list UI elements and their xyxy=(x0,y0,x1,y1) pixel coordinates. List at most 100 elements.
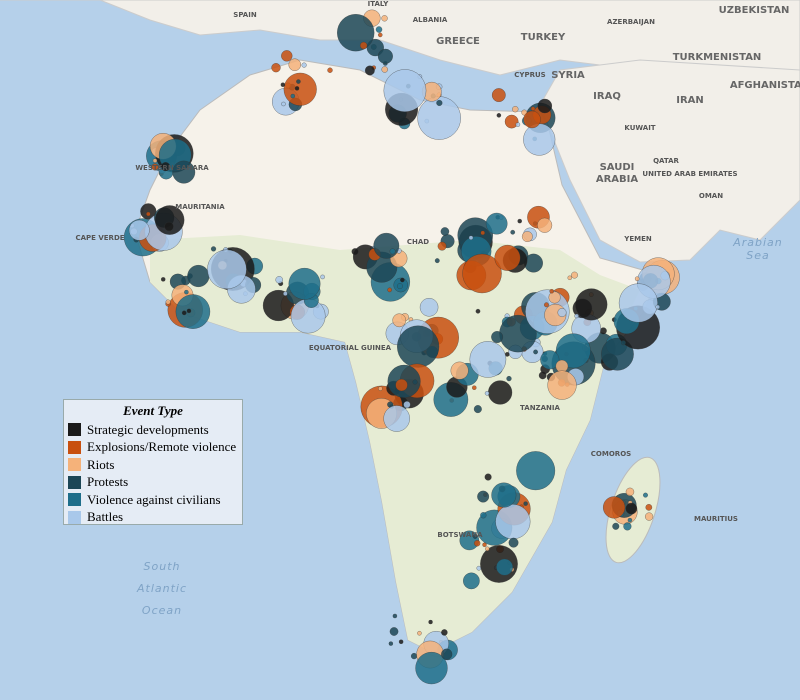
event-bubble xyxy=(283,72,317,106)
event-bubble xyxy=(523,123,556,156)
event-bubble xyxy=(530,106,536,111)
place-label: YEMEN xyxy=(623,235,652,243)
event-bubble xyxy=(491,482,517,508)
event-bubble xyxy=(397,325,440,368)
place-label: MAURITANIA xyxy=(175,203,225,211)
event-bubble xyxy=(473,405,482,414)
event-bubble xyxy=(516,451,556,491)
place-label: WESTERN SAHARA xyxy=(135,164,209,172)
legend-item: Riots xyxy=(64,456,242,474)
event-bubble xyxy=(381,66,388,73)
legend-item: Violence against civilians xyxy=(64,491,242,509)
event-bubble xyxy=(484,391,490,396)
event-bubble xyxy=(601,337,634,371)
event-bubble xyxy=(359,41,368,50)
event-bubble xyxy=(599,327,607,335)
event-bubble xyxy=(301,62,307,68)
event-bubble xyxy=(441,648,453,660)
event-bubble xyxy=(410,653,418,660)
place-label: CYPRUS xyxy=(514,71,545,79)
place-label: CHAD xyxy=(407,238,429,246)
event-bubble xyxy=(540,350,560,370)
place-label: MAURITIUS xyxy=(694,515,738,523)
event-bubble xyxy=(320,274,325,280)
event-bubble xyxy=(537,217,553,233)
event-bubble xyxy=(524,253,543,273)
event-bubble xyxy=(381,15,388,22)
event-bubble xyxy=(337,14,375,52)
event-bubble xyxy=(491,331,504,343)
event-bubble xyxy=(290,93,295,99)
event-bubble xyxy=(548,291,561,304)
event-bubble xyxy=(164,221,174,232)
event-bubble xyxy=(383,69,427,112)
legend-label: Strategic developments xyxy=(87,421,209,437)
place-label: ARABIA xyxy=(596,174,639,185)
event-bubble xyxy=(625,487,635,497)
event-bubble xyxy=(398,639,404,644)
legend-swatch xyxy=(68,423,81,437)
event-bubble xyxy=(495,504,531,540)
place-label: BOTSWANA xyxy=(437,531,483,539)
event-bubble xyxy=(184,290,189,295)
event-bubble xyxy=(462,253,502,294)
legend-swatch xyxy=(68,475,81,489)
event-bubble xyxy=(187,265,210,288)
event-bubble xyxy=(294,86,300,91)
place-label: QATAR xyxy=(653,157,679,165)
event-bubble xyxy=(375,26,383,33)
place-label: UZBEKISTAN xyxy=(719,5,790,16)
legend-label: Violence against civilians xyxy=(87,491,221,507)
event-bubble xyxy=(477,490,490,503)
event-bubble xyxy=(620,340,626,346)
event-bubble xyxy=(523,501,528,506)
event-bubble xyxy=(437,241,447,251)
event-bubble xyxy=(389,248,396,255)
place-label: KUWAIT xyxy=(624,124,655,132)
event-bubble xyxy=(181,310,187,316)
event-bubble xyxy=(378,32,383,38)
event-bubble xyxy=(419,298,439,317)
event-bubble xyxy=(389,627,399,636)
place-label: EQUATORIAL GUINEA xyxy=(309,344,392,352)
event-bubble xyxy=(655,304,660,310)
event-bubble xyxy=(468,235,474,240)
sea-label: Atlantic xyxy=(136,582,187,595)
event-bubble xyxy=(612,522,620,530)
event-bubble xyxy=(625,502,638,515)
legend-item: Explosions/Remote violence xyxy=(64,439,242,457)
event-bubble xyxy=(288,267,321,300)
event-bubble xyxy=(397,283,403,290)
place-label: SYRIA xyxy=(551,70,585,81)
place-label: AFGHANISTAN xyxy=(730,80,800,91)
event-bubble xyxy=(494,244,521,271)
legend-label: Battles xyxy=(87,509,124,525)
event-bubble xyxy=(485,212,508,235)
event-bubble xyxy=(472,534,478,539)
event-bubble xyxy=(428,619,433,625)
event-bubble xyxy=(645,504,653,511)
place-label: AZERBAIJAN xyxy=(607,18,655,26)
legend-item: Strategic developments xyxy=(64,421,242,439)
event-bubble xyxy=(555,333,591,369)
event-bubble xyxy=(450,361,469,380)
event-bubble xyxy=(210,246,217,252)
event-bubble xyxy=(475,308,481,314)
event-bubble xyxy=(441,629,448,636)
event-bubble xyxy=(537,98,553,114)
event-bubble xyxy=(373,232,400,259)
legend-item: Protests xyxy=(64,474,242,492)
place-label: TANZANIA xyxy=(520,404,560,412)
event-bubble xyxy=(482,542,487,547)
event-bubble xyxy=(271,63,281,73)
legend-item: Battles xyxy=(64,509,242,527)
event-bubble xyxy=(417,631,422,636)
event-bubble xyxy=(488,380,513,405)
event-bubble xyxy=(510,229,516,235)
event-bubble xyxy=(186,308,192,314)
legend: Event Type Strategic developments Explosi… xyxy=(63,399,243,525)
event-bubble xyxy=(400,277,405,283)
event-bubble xyxy=(521,231,533,242)
event-bubble xyxy=(643,492,648,498)
event-bubble xyxy=(351,248,359,255)
